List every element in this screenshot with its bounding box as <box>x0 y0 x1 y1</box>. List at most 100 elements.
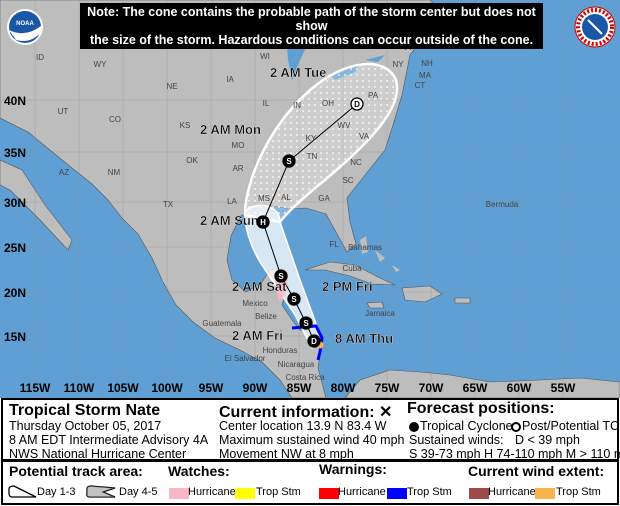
state-label: WV <box>338 121 352 130</box>
longitude-tick-label: 55W <box>551 381 576 395</box>
movement: Movement NW at 8 mph <box>219 447 354 461</box>
state-label: FL <box>329 240 339 249</box>
svg-text:NOAA: NOAA <box>16 21 34 27</box>
state-label: KS <box>180 121 191 130</box>
latitude-tick-label: 20N <box>4 286 26 300</box>
state-label: MA <box>419 71 432 80</box>
forecast-position-marker <box>274 269 288 283</box>
trop-stm-warning-swatch <box>387 488 407 499</box>
state-label: VA <box>359 132 370 141</box>
longitude-tick-label: 85W <box>287 381 312 395</box>
place-label: Honduras <box>263 346 298 355</box>
latitude-tick-label: 40N <box>4 94 26 108</box>
trop-stm-watch-label: Trop Stm <box>256 486 301 498</box>
state-label: MS <box>258 194 270 203</box>
intensity-symbol: S <box>303 319 309 328</box>
longitude-tick-label: 115W <box>20 381 51 395</box>
longitude-tick-label: 105W <box>107 381 139 395</box>
puerto-rico <box>454 297 471 304</box>
forecast-positions-title: Forecast positions: <box>407 400 555 417</box>
forecast-time-label: 2 AM Sat <box>232 279 287 294</box>
day-4-5-cone-icon <box>86 485 116 498</box>
latitude-tick-label: 25N <box>4 241 26 255</box>
note-line-1: Note: The cone contains the probable pat… <box>87 5 536 33</box>
storm-name: Tropical Storm Nate <box>9 402 161 419</box>
state-label: AR <box>232 164 243 173</box>
forecast-position-marker <box>287 292 301 306</box>
latitude-tick-label: 30N <box>4 196 26 210</box>
longitude-tick-label: 65W <box>463 381 488 395</box>
depression-wind-range: D < 39 mph <box>515 433 580 447</box>
state-label: IL <box>263 99 270 108</box>
longitude-tick-label: 60W <box>507 381 532 395</box>
forecast-time-label: 2 AM Sun <box>200 213 259 228</box>
intensity-symbol: S <box>286 157 292 166</box>
state-label: TX <box>163 200 174 209</box>
state-label: GA <box>318 194 330 203</box>
advisory-number: 8 AM EDT Intermediate Advisory 4A <box>9 433 209 447</box>
state-label: NY <box>392 60 404 69</box>
state-label: NE <box>166 82 177 91</box>
jamaica <box>366 301 385 309</box>
storm-hurricane-wind-ranges: S 39-73 mph H 74-110 mph M > 110 mph <box>409 447 620 461</box>
forecast-time-label: 2 AM Tue <box>270 65 326 80</box>
forecast-position-marker <box>256 215 270 229</box>
intensity-symbol: H <box>260 218 266 227</box>
trop-stm-warning-label: Trop Stm <box>407 486 452 498</box>
forecast-cone-map: IDWYNEIAUTCOKSMOILINOHPANYNHMACTWIMEVTWV… <box>0 0 620 398</box>
bahamas <box>360 236 400 272</box>
advisory-date: Thursday October 05, 2017 <box>9 419 162 433</box>
place-label: Bahamas <box>348 243 382 252</box>
hispaniola <box>401 285 443 303</box>
state-label: NM <box>108 168 121 177</box>
hurricane-watch-label: Hurricane <box>188 486 236 498</box>
state-label: LA <box>227 197 237 206</box>
forecast-position-marker <box>350 97 364 111</box>
hurricane-warning-label: Hurricane <box>338 486 386 498</box>
forecast-time-label: 2 AM Fri <box>232 328 283 343</box>
state-label: NC <box>350 158 362 167</box>
state-label: KY <box>306 134 317 143</box>
cuba <box>304 261 396 286</box>
storm-info-panel: Tropical Storm Nate Thursday October 05,… <box>1 398 620 461</box>
warnings-title: Warnings: <box>319 461 387 477</box>
longitude-tick-label: 75W <box>375 381 400 395</box>
trop-stm-wind-label: Trop Stm <box>556 486 601 498</box>
state-label: TN <box>307 152 318 161</box>
hurricane-warning-swatch <box>319 488 339 499</box>
cone-disclaimer-note: Note: The cone contains the probable pat… <box>80 3 543 49</box>
latitude-tick-label: 15N <box>4 330 26 344</box>
gulf-of-california <box>25 160 88 240</box>
state-label: AZ <box>59 168 69 177</box>
track-area-title: Potential track area: <box>9 463 143 479</box>
state-label: MO <box>232 141 245 150</box>
tropical-cyclone-label: Tropical Cyclone <box>420 419 513 433</box>
hurricane-watch-swatch <box>169 488 189 499</box>
sustained-winds-label: Sustained winds: <box>409 433 504 447</box>
center-location: Center location 13.9 N 83.4 W <box>219 419 387 433</box>
post-potential-symbol-icon <box>511 422 521 432</box>
state-label: NH <box>421 59 433 68</box>
state-label: IA <box>226 75 234 84</box>
state-label: OK <box>186 156 198 165</box>
intensity-symbol: S <box>278 272 284 281</box>
state-label: UT <box>58 107 69 116</box>
longitude-tick-label: 100W <box>151 381 183 395</box>
max-sustained-wind: Maximum sustained wind 40 mph <box>219 433 405 447</box>
state-label: ID <box>36 53 44 62</box>
place-label: Belize <box>255 312 277 321</box>
place-label: El Salvador <box>225 354 266 363</box>
state-label: OH <box>322 99 334 108</box>
longitude-tick-label: 110W <box>64 381 95 395</box>
intensity-symbol: D <box>311 337 317 346</box>
south-america <box>344 369 620 398</box>
nws-logo <box>574 6 616 48</box>
forecast-position-marker <box>282 154 296 168</box>
watches-title: Watches: <box>168 463 230 479</box>
trop-stm-wind-swatch <box>535 488 555 499</box>
state-label: PA <box>368 91 379 100</box>
post-potential-label: Post/Potential TC <box>522 419 620 433</box>
forecast-time-label: 2 AM Mon <box>200 122 261 137</box>
state-label: WI <box>260 52 270 61</box>
longitude-tick-label: 95W <box>199 381 224 395</box>
